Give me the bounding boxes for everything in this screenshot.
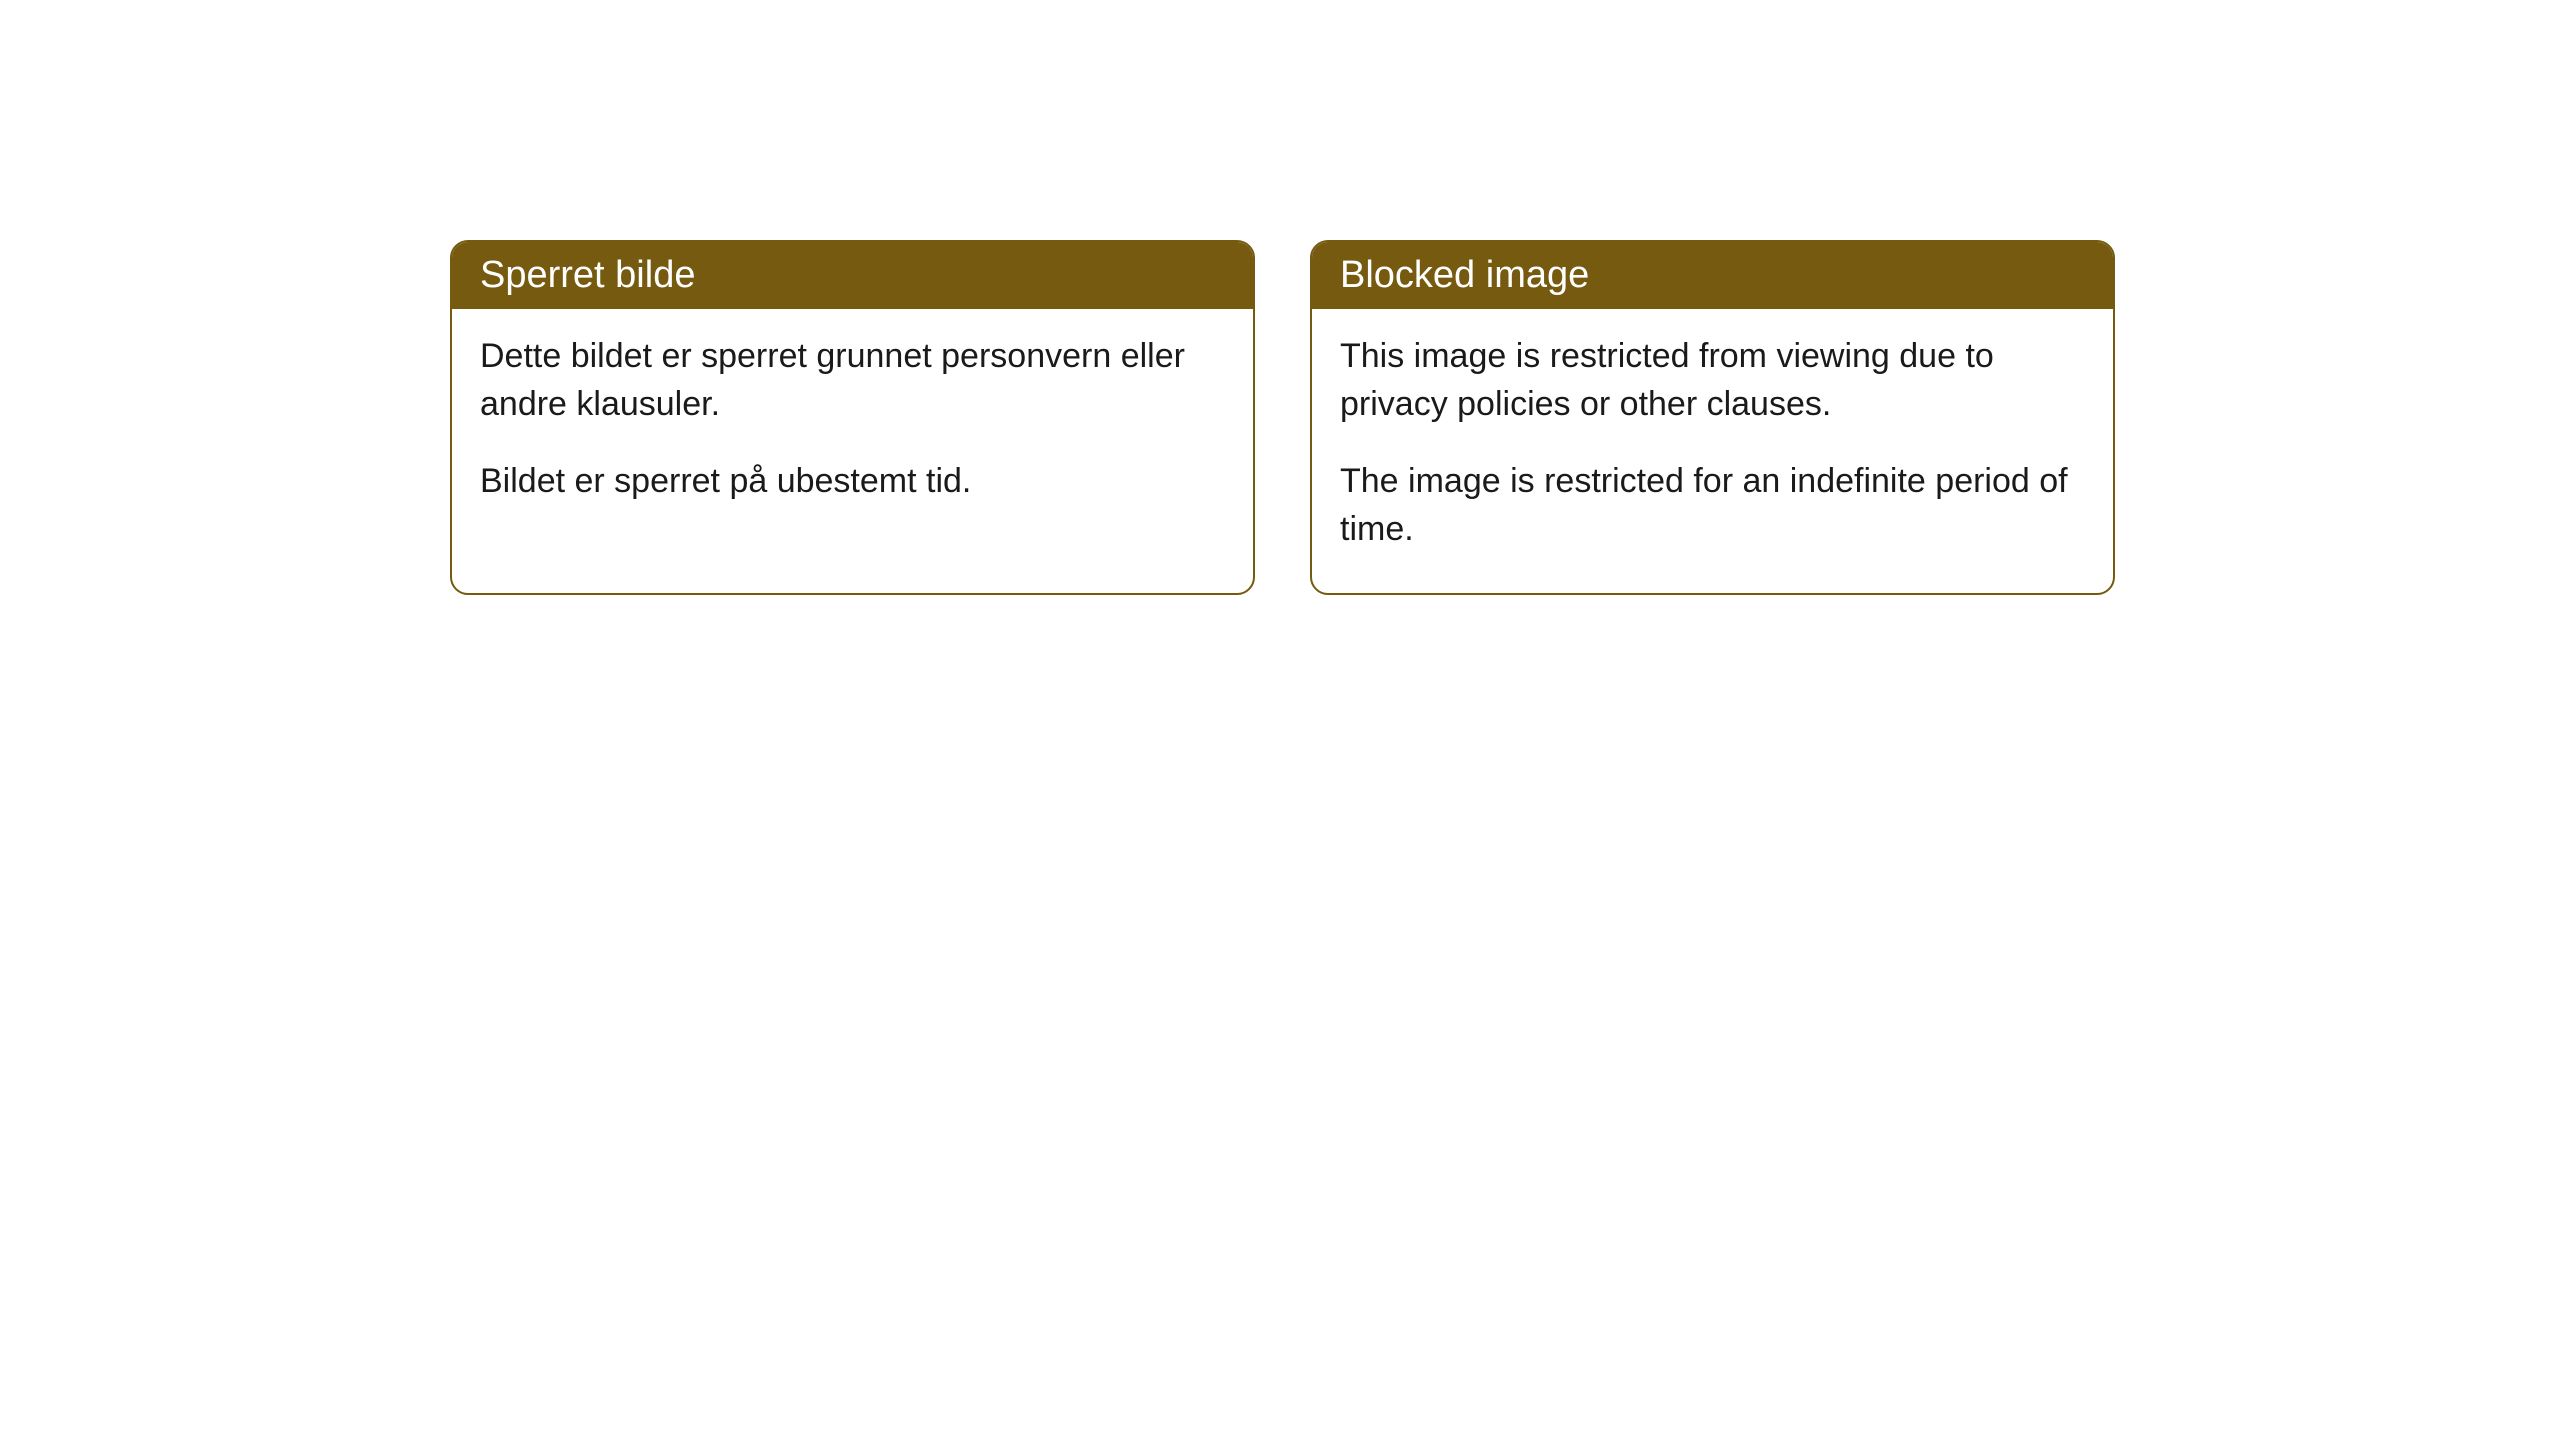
cards-container: Sperret bilde Dette bildet er sperret gr… [450,240,2115,595]
card-title: Sperret bilde [480,254,695,296]
card-paragraph-2: The image is restricted for an indefinit… [1340,458,2085,553]
card-body-english: This image is restricted from viewing du… [1312,309,2113,593]
card-header-norwegian: Sperret bilde [452,242,1253,309]
card-paragraph-1: Dette bildet er sperret grunnet personve… [480,333,1225,428]
blocked-image-card-norwegian: Sperret bilde Dette bildet er sperret gr… [450,240,1255,595]
card-header-english: Blocked image [1312,242,2113,309]
card-title: Blocked image [1340,254,1589,296]
card-paragraph-2: Bildet er sperret på ubestemt tid. [480,458,1225,506]
card-paragraph-1: This image is restricted from viewing du… [1340,333,2085,428]
blocked-image-card-english: Blocked image This image is restricted f… [1310,240,2115,595]
card-body-norwegian: Dette bildet er sperret grunnet personve… [452,309,1253,546]
